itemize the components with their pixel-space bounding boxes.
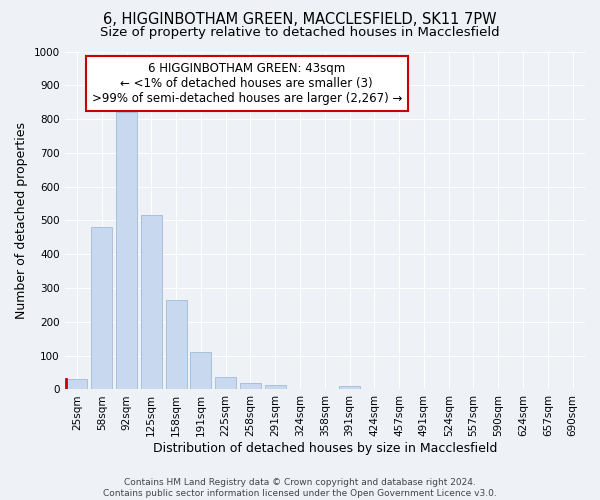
Bar (240, 384, 261, 390)
Y-axis label: Number of detached properties: Number of detached properties (15, 122, 28, 319)
Text: 6 HIGGINBOTHAM GREEN: 43sqm
← <1% of detached houses are smaller (3)
>99% of sem: 6 HIGGINBOTHAM GREEN: 43sqm ← <1% of det… (92, 62, 402, 104)
Bar (116, 112, 137, 390)
Bar (190, 352, 211, 390)
Bar (141, 216, 162, 390)
Bar (67, 380, 88, 390)
Bar (166, 300, 187, 390)
X-axis label: Distribution of detached houses by size in Macclesfield: Distribution of detached houses by size … (152, 442, 497, 455)
Text: Size of property relative to detached houses in Macclesfield: Size of property relative to detached ho… (100, 26, 500, 39)
Text: Contains HM Land Registry data © Crown copyright and database right 2024.
Contai: Contains HM Land Registry data © Crown c… (103, 478, 497, 498)
Bar (265, 386, 286, 390)
Text: 6, HIGGINBOTHAM GREEN, MACCLESFIELD, SK11 7PW: 6, HIGGINBOTHAM GREEN, MACCLESFIELD, SK1… (103, 12, 497, 28)
Bar (91, 227, 112, 390)
Bar (339, 386, 360, 390)
Bar (215, 376, 236, 390)
